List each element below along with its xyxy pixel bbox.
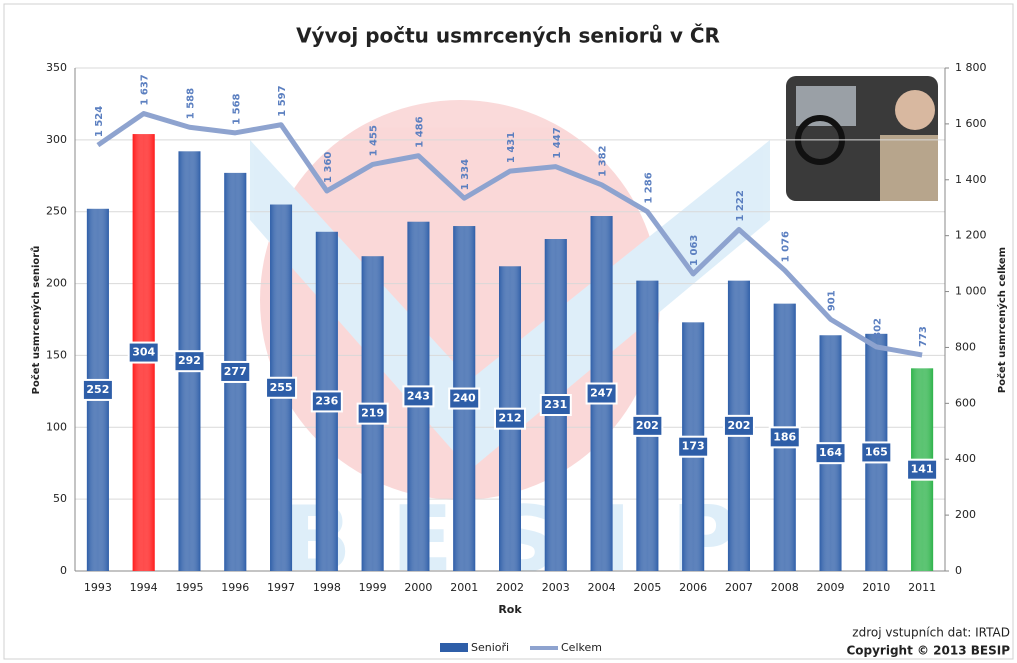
copyright-note: Copyright © 2013 BESIP xyxy=(846,644,1010,658)
x-tick-label: 2005 xyxy=(633,581,661,594)
y-tick-label: 50 xyxy=(53,492,67,505)
line-value-label: 1 334 xyxy=(460,159,471,190)
value-label: 219 xyxy=(361,407,384,420)
line-value-label: 802 xyxy=(872,318,883,339)
y2-tick-label: 0 xyxy=(955,564,962,577)
x-tick-label: 1996 xyxy=(221,581,249,594)
y2-tick-label: 1 600 xyxy=(955,117,987,130)
x-tick-label: 1999 xyxy=(359,581,387,594)
x-tick-label: 2002 xyxy=(496,581,524,594)
line-value-label: 1 447 xyxy=(552,127,563,158)
legend-label: Senioři xyxy=(471,641,509,654)
y-tick-label: 300 xyxy=(46,133,67,146)
value-label: 173 xyxy=(682,440,705,453)
value-label: 236 xyxy=(315,394,338,407)
x-tick-label: 2011 xyxy=(908,581,936,594)
value-label: 247 xyxy=(590,387,613,400)
y-axis-title: Počet usmrcených seniorů xyxy=(29,246,42,395)
x-tick-label: 1993 xyxy=(84,581,112,594)
x-tick-label: 2004 xyxy=(588,581,616,594)
x-tick-label: 2001 xyxy=(450,581,478,594)
x-tick-label: 1994 xyxy=(130,581,158,594)
line-value-label: 1 455 xyxy=(369,125,380,156)
line-value-label: 1 222 xyxy=(735,190,746,221)
y-tick-label: 350 xyxy=(46,61,67,74)
line-value-label: 1 431 xyxy=(506,132,517,163)
value-label: 165 xyxy=(865,445,888,458)
line-value-label: 1 360 xyxy=(323,152,334,183)
value-label: 240 xyxy=(453,392,476,405)
value-label: 231 xyxy=(544,398,567,411)
y2-tick-label: 1 000 xyxy=(955,285,987,298)
chart: BESIP Vývoj počtu usmrcených seniorů v Č… xyxy=(0,0,1017,663)
line-value-label: 1 568 xyxy=(231,93,242,124)
value-label: 186 xyxy=(773,430,796,443)
y-tick-label: 0 xyxy=(60,564,67,577)
x-tick-label: 2003 xyxy=(542,581,570,594)
value-label: 252 xyxy=(86,383,109,396)
y2-tick-label: 200 xyxy=(955,508,976,521)
value-label: 277 xyxy=(224,365,247,378)
line-value-label: 773 xyxy=(918,326,929,347)
x-tick-label: 1998 xyxy=(313,581,341,594)
x-tick-label: 2010 xyxy=(862,581,890,594)
value-label: 212 xyxy=(499,412,522,425)
y2-tick-label: 800 xyxy=(955,340,976,353)
value-label: 292 xyxy=(178,354,201,367)
y2-axis-title: Počet usmrcených celkem xyxy=(996,247,1008,393)
x-tick-label: 2007 xyxy=(725,581,753,594)
x-tick-label: 1997 xyxy=(267,581,295,594)
line-value-label: 1 382 xyxy=(598,145,609,176)
line-value-label: 1 076 xyxy=(781,231,792,262)
x-tick-label: 1995 xyxy=(175,581,203,594)
value-label: 304 xyxy=(132,346,155,359)
x-axis-title: Rok xyxy=(498,603,522,616)
y-tick-label: 100 xyxy=(46,420,67,433)
line-value-label: 1 063 xyxy=(689,235,700,266)
x-tick-label: 2009 xyxy=(817,581,845,594)
value-label: 202 xyxy=(636,419,659,432)
y-tick-label: 150 xyxy=(46,348,67,361)
y2-tick-label: 1 200 xyxy=(955,229,987,242)
line-value-label: 1 286 xyxy=(643,172,654,203)
y2-tick-label: 400 xyxy=(955,452,976,465)
line-value-label: 901 xyxy=(827,290,838,311)
source-note: zdroj vstupních dat: IRTAD xyxy=(852,626,1010,640)
x-tick-label: 2008 xyxy=(771,581,799,594)
y2-tick-label: 1 400 xyxy=(955,173,987,186)
value-label: 141 xyxy=(911,463,934,476)
chart-title: Vývoj počtu usmrcených seniorů v ČR xyxy=(296,24,720,48)
y-tick-label: 200 xyxy=(46,277,67,290)
y2-tick-label: 1 800 xyxy=(955,61,987,74)
line-value-label: 1 597 xyxy=(277,85,288,116)
photo xyxy=(786,76,938,201)
y2-tick-label: 600 xyxy=(955,396,976,409)
value-label: 202 xyxy=(727,419,750,432)
line-value-label: 1 524 xyxy=(94,106,105,137)
x-tick-label: 2000 xyxy=(404,581,432,594)
value-label: 243 xyxy=(407,389,430,402)
legend-label: Celkem xyxy=(561,641,602,654)
line-value-label: 1 588 xyxy=(185,88,196,119)
value-label: 255 xyxy=(270,381,293,394)
y-tick-label: 250 xyxy=(46,205,67,218)
line-value-label: 1 486 xyxy=(414,116,425,147)
legend-swatch xyxy=(440,643,468,652)
value-label: 164 xyxy=(819,446,842,459)
line-value-label: 1 637 xyxy=(140,74,151,105)
x-tick-label: 2006 xyxy=(679,581,707,594)
